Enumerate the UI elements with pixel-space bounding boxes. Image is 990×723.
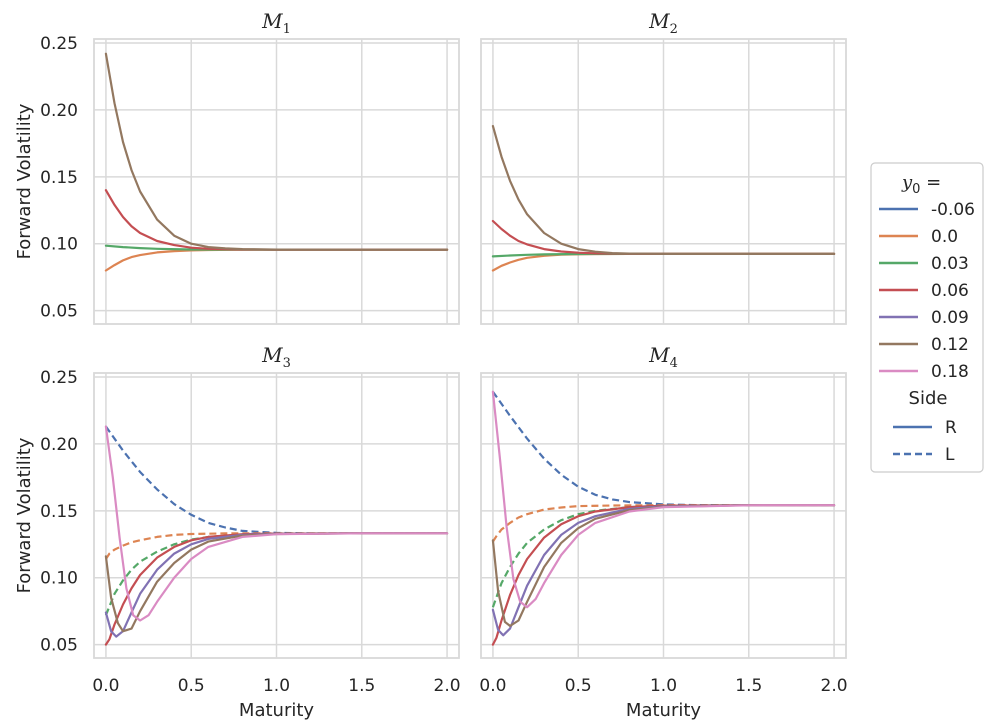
panel-frame — [480, 372, 847, 659]
y-axis-label: Forward Volatility — [14, 103, 35, 259]
series-line — [104, 425, 449, 622]
y-tick-label: 0.25 — [40, 34, 78, 54]
x-tick-label: 0.5 — [565, 676, 592, 696]
x-tick-label: 1.0 — [650, 676, 677, 696]
panel-title: M4 — [648, 343, 678, 371]
legend-label: -0.06 — [931, 200, 975, 220]
y-tick-label: 0.20 — [40, 101, 78, 121]
x-tick-label: 1.5 — [735, 676, 762, 696]
y-tick-label: 0.25 — [40, 368, 78, 388]
y-tick-label: 0.20 — [40, 435, 78, 455]
x-tick-label: 0.5 — [178, 676, 205, 696]
panel-frame — [93, 372, 460, 659]
legend-box — [870, 162, 984, 473]
panels: M1 0.05 0.10 0.15 0.20 0.25 Forward Volatility… — [14, 9, 848, 721]
y-tick-label: 0.10 — [40, 235, 78, 255]
legend-label: 0.0 — [931, 227, 958, 247]
series-line — [492, 391, 835, 507]
panel-3: M3 0.05 0.10 0.15 0.20 0.25 Forward Volatility… — [14, 343, 461, 721]
y-tick-label: 0.05 — [40, 636, 78, 656]
series-line — [104, 52, 449, 251]
x-tick-label: 2.0 — [821, 676, 848, 696]
panel-4: M4 0.0 0.5 1.0 1.5 2.0 Maturity — [479, 343, 847, 721]
legend-label: 0.06 — [931, 281, 969, 301]
legend-side-label: L — [945, 445, 955, 465]
legend-side-label: R — [945, 418, 957, 438]
legend-side-title: Side — [909, 388, 948, 409]
panel-title: M3 — [261, 343, 291, 371]
x-axis-label: Maturity — [239, 700, 314, 721]
legend: y0 = -0.06 0.0 0.03 0.06 0.09 0.12 0.18 Side RL — [870, 162, 984, 473]
x-axis-label: Maturity — [626, 700, 701, 721]
panel-title: M2 — [648, 9, 678, 37]
y-tick-label: 0.15 — [40, 168, 78, 188]
legend-title: y0 = — [901, 172, 941, 197]
series-line — [104, 532, 448, 616]
panel-title: M1 — [261, 9, 291, 37]
legend-label: 0.18 — [931, 362, 969, 382]
legend-label: 0.09 — [931, 308, 969, 328]
y-tick-label: 0.10 — [40, 569, 78, 589]
y-tick-label: 0.05 — [40, 302, 78, 322]
y-axis-label: Forward Volatility — [14, 437, 35, 593]
x-tick-label: 0.0 — [92, 676, 119, 696]
x-tick-label: 0.0 — [479, 676, 506, 696]
legend-label: 0.12 — [931, 335, 969, 355]
panel-frame — [480, 38, 847, 325]
panel-frame — [93, 38, 460, 325]
y-tick-label: 0.15 — [40, 502, 78, 522]
x-tick-label: 2.0 — [434, 676, 461, 696]
panel-1: M1 0.05 0.10 0.15 0.20 0.25 Forward Volatility — [14, 9, 460, 325]
x-tick-label: 1.5 — [348, 676, 375, 696]
series-line — [491, 390, 836, 609]
series-line — [491, 504, 835, 608]
legend-label: 0.03 — [931, 254, 969, 274]
panel-2: M2 — [480, 9, 847, 325]
series-line — [491, 124, 836, 255]
x-tick-label: 1.0 — [263, 676, 290, 696]
